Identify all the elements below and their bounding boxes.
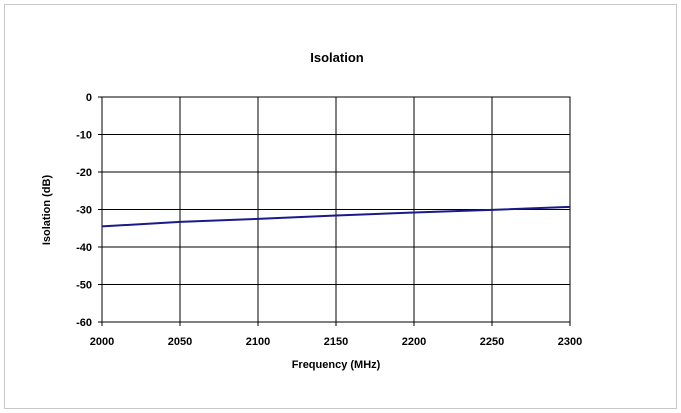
y-tick-label: -10 bbox=[76, 130, 92, 142]
x-tick-label: 2150 bbox=[324, 336, 348, 348]
x-tick-label: 2050 bbox=[168, 336, 192, 348]
y-axis-label: Isolation (dB) bbox=[41, 175, 53, 246]
y-tick-label: -50 bbox=[76, 280, 92, 292]
y-tick-labels: 0 -10 -20 -30 -40 -50 -60 bbox=[76, 92, 92, 329]
series-group bbox=[101, 205, 571, 228]
x-tick-label: 2000 bbox=[90, 336, 114, 348]
grid-lines bbox=[98, 96, 571, 326]
y-tick-label: -20 bbox=[76, 167, 92, 179]
y-tick-label: 0 bbox=[86, 92, 92, 104]
y-tick-label: -40 bbox=[76, 242, 92, 254]
series-line bbox=[101, 205, 571, 228]
y-tick-label: -60 bbox=[76, 317, 92, 329]
x-tick-labels: 2000 2050 2100 2150 2200 2250 2300 bbox=[90, 336, 582, 348]
x-tick-label: 2200 bbox=[402, 336, 426, 348]
y-tick-label: -30 bbox=[76, 205, 92, 217]
x-tick-label: 2100 bbox=[246, 336, 270, 348]
x-tick-label: 2250 bbox=[480, 336, 504, 348]
x-tick-label: 2300 bbox=[558, 336, 582, 348]
chart-title: Isolation bbox=[310, 50, 364, 65]
x-axis-label: Frequency (MHz) bbox=[292, 359, 381, 371]
